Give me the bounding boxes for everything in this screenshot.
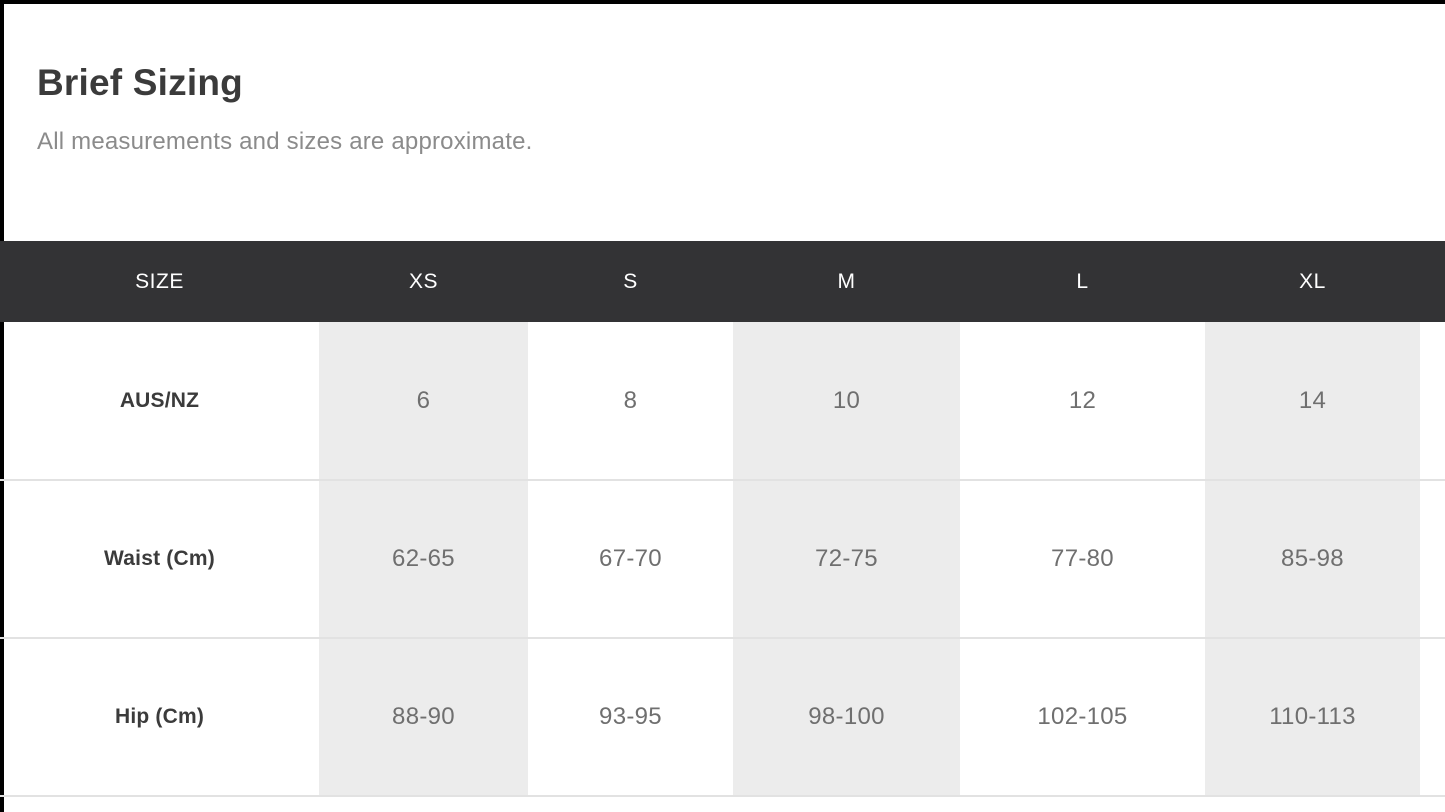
header-cell-xl: XL bbox=[1299, 269, 1326, 293]
row-label-hip: Hip (Cm) bbox=[114, 705, 205, 728]
top-edge-trim bbox=[0, 0, 1445, 4]
header-cell-xs: XS bbox=[408, 269, 438, 293]
cell-filler bbox=[1420, 480, 1445, 638]
cell-waist-s: 67-70 bbox=[599, 545, 662, 572]
cell-hip-xs: 88-90 bbox=[319, 638, 528, 796]
left-edge-trim bbox=[0, 0, 4, 812]
cell-aus-nz-m: 10 bbox=[733, 322, 960, 480]
cell-hip-s: 93-95 bbox=[599, 703, 662, 730]
cell-hip-l: 102-105 bbox=[1037, 703, 1128, 730]
cell-aus-nz-l: 12 bbox=[1068, 386, 1097, 414]
table-row-waist: Waist (Cm) 62-65 67-70 72-75 77-80 85-98 bbox=[0, 480, 1445, 638]
header-cell-s: S bbox=[623, 269, 638, 293]
cell-hip-xl: 110-113 bbox=[1205, 638, 1420, 796]
table-row-aus-nz: AUS/NZ 6 8 10 12 14 bbox=[0, 322, 1445, 480]
cell-waist-xl: 85-98 bbox=[1205, 480, 1420, 638]
cell-aus-nz-xl: 14 bbox=[1205, 322, 1420, 480]
page-title: Brief Sizing bbox=[37, 62, 243, 103]
brief-sizing-table: SIZE XS S M L XL AUS/NZ 6 8 10 12 14 Wai… bbox=[0, 241, 1445, 797]
row-label-aus-nz: AUS/NZ bbox=[119, 388, 200, 412]
cell-waist-m: 72-75 bbox=[733, 480, 960, 638]
cell-hip-m: 98-100 bbox=[733, 638, 960, 796]
header-cell-l: L bbox=[1076, 269, 1089, 293]
cell-aus-nz-s: 8 bbox=[623, 386, 638, 414]
header-cell-size: SIZE bbox=[135, 269, 184, 293]
cell-waist-l: 77-80 bbox=[1051, 545, 1114, 572]
cell-waist-xs: 62-65 bbox=[319, 480, 528, 638]
table-row-hip: Hip (Cm) 88-90 93-95 98-100 102-105 110-… bbox=[0, 638, 1445, 796]
header-cell-m: M bbox=[837, 269, 856, 293]
table-header-row: SIZE XS S M L XL bbox=[0, 241, 1445, 322]
header-cell-filler bbox=[1420, 241, 1445, 322]
cell-filler bbox=[1420, 322, 1445, 480]
cell-filler bbox=[1420, 638, 1445, 796]
row-label-waist: Waist (Cm) bbox=[104, 547, 215, 570]
page-subtitle: All measurements and sizes are approxima… bbox=[37, 128, 533, 155]
cell-aus-nz-xs: 6 bbox=[319, 322, 528, 480]
